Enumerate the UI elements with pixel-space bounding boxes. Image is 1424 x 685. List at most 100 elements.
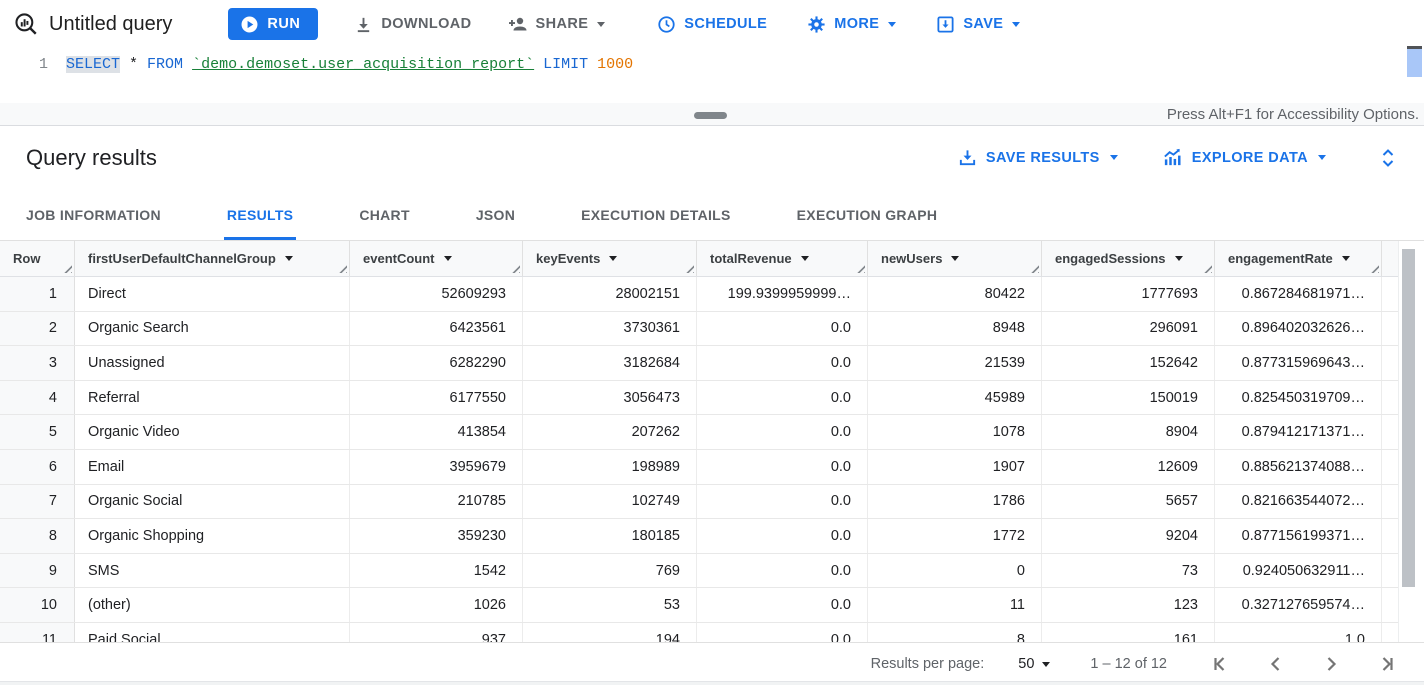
table-cell: 1.0 [1215, 622, 1382, 643]
table-cell: 0.877315969643… [1215, 346, 1382, 380]
table-cell: 0.0 [697, 415, 868, 449]
table-cell: 1026 [350, 588, 523, 622]
tab-results[interactable]: RESULTS [223, 189, 297, 240]
first-page-button[interactable] [1209, 652, 1233, 676]
table-cell: 12609 [1042, 449, 1215, 484]
save-button[interactable]: SAVE [936, 15, 1021, 34]
sql-token: FROM [147, 56, 184, 73]
page-size-select[interactable]: 50 [1018, 656, 1051, 672]
table-row: 3 Unassigned 6282290 3182684 0.0 21539 152642 0… [0, 346, 1424, 381]
more-label: MORE [834, 16, 880, 32]
unfold-more-icon [1382, 148, 1394, 167]
arrow-drop-down-icon[interactable] [443, 256, 452, 261]
horizontal-scrollbar-track[interactable] [0, 681, 1424, 685]
resize-grip-icon[interactable] [1202, 263, 1212, 273]
row-number-cell: 2 [0, 311, 75, 346]
table-body: 1 Direct 52609293 28002151 199.9399959999… 80… [0, 277, 1424, 643]
table-cell: Organic Shopping [75, 519, 350, 553]
table-cell: 180185 [523, 519, 697, 553]
arrow-drop-down-icon[interactable] [609, 256, 618, 261]
next-page-button[interactable] [1319, 652, 1343, 676]
table-cell: 1078 [868, 415, 1042, 449]
resize-grip-icon[interactable] [1029, 263, 1039, 273]
last-page-button[interactable] [1374, 652, 1398, 676]
table-row: 1 Direct 52609293 28002151 199.9399959999… 80… [0, 277, 1424, 312]
table-cell: 0.0 [697, 622, 868, 643]
sql-editor-line[interactable]: 1 SELECT * FROM `demo.demoset.user_acqui… [0, 48, 1424, 75]
table-scrollbar-thumb[interactable] [1402, 249, 1415, 587]
editor-scrollbar[interactable] [1407, 49, 1422, 77]
schedule-button[interactable]: SCHEDULE [657, 15, 767, 34]
table-cell: 0.0 [697, 346, 868, 380]
column-header-eventcount[interactable]: eventCount [350, 241, 523, 276]
column-header-firstuserdefaultchannelgroup[interactable]: firstUserDefaultChannelGroup [75, 241, 350, 276]
table-cell: Organic Video [75, 415, 350, 449]
explore-data-button[interactable]: EXPLORE DATA [1162, 147, 1326, 168]
table-cell: 5657 [1042, 484, 1215, 519]
arrow-drop-down-icon[interactable] [1341, 256, 1350, 261]
arrow-drop-down-icon[interactable] [1174, 256, 1183, 261]
results-tabs: JOB INFORMATION RESULTS CHART JSON EXECUTION… [0, 189, 1424, 241]
resize-grip-icon[interactable] [1369, 263, 1379, 273]
column-header-engagedsessions[interactable]: engagedSessions [1042, 241, 1215, 276]
editor-scrollbar-cap [1407, 46, 1422, 49]
sql-editor[interactable]: 1 SELECT * FROM `demo.demoset.user_acqui… [0, 46, 1424, 103]
table-cell: 6282290 [350, 346, 523, 380]
row-number-cell: 5 [0, 415, 75, 449]
query-toolbar: Untitled query RUN DOWNLOAD SHA [0, 0, 1424, 48]
table-cell: 0.877156199371… [1215, 519, 1382, 553]
table-row: 11 Paid Social 937 194 0.0 8 161 1.0 [0, 622, 1424, 643]
row-number-cell: 8 [0, 519, 75, 553]
sql-code-line: SELECT * FROM `demo.demoset.user_acquisi… [66, 55, 633, 75]
column-header-newusers[interactable]: newUsers [868, 241, 1042, 276]
column-header-row[interactable]: Row [0, 241, 75, 276]
table-cell: 161 [1042, 622, 1215, 643]
results-footer: Results per page: 50 1 – 12 of 12 [0, 642, 1424, 685]
save-results-button[interactable]: SAVE RESULTS [958, 148, 1118, 167]
tab-json[interactable]: JSON [475, 206, 516, 223]
column-header-keyevents[interactable]: keyEvents [523, 241, 697, 276]
save-results-label: SAVE RESULTS [985, 149, 1100, 166]
column-header-engagementrate[interactable]: engagementRate [1215, 241, 1382, 276]
resize-grip-icon[interactable] [337, 263, 347, 273]
sql-token [534, 56, 543, 73]
table-cell: 296091 [1042, 311, 1215, 346]
row-number-cell: 9 [0, 553, 75, 588]
panel-resize-handle[interactable] [694, 112, 727, 119]
table-cell: Unassigned [75, 346, 350, 380]
resize-grip-icon[interactable] [684, 263, 694, 273]
arrow-drop-down-icon[interactable] [951, 256, 960, 261]
table-cell: 21539 [868, 346, 1042, 380]
tab-job-information[interactable]: JOB INFORMATION [26, 206, 161, 223]
more-button[interactable]: MORE [807, 15, 897, 34]
table-cell: 0.867284681971… [1215, 277, 1382, 311]
expand-results-button[interactable] [1378, 147, 1398, 169]
tab-chart[interactable]: CHART [359, 206, 410, 223]
results-actions: SAVE RESULTS EXPLORE DATA [958, 147, 1398, 169]
table-cell: SMS [75, 553, 350, 588]
table-cell: 45989 [868, 380, 1042, 415]
row-number-cell: 1 [0, 277, 75, 311]
chevron-down-icon [1012, 21, 1021, 27]
resize-grip-icon[interactable] [510, 263, 520, 273]
previous-page-button[interactable] [1264, 652, 1288, 676]
tab-execution-details[interactable]: EXECUTION DETAILS [581, 206, 731, 223]
resize-grip-icon[interactable] [855, 263, 865, 273]
resize-grip-icon[interactable] [62, 263, 72, 273]
download-button[interactable]: DOWNLOAD [354, 15, 471, 34]
table-row: 7 Organic Social 210785 102749 0.0 1786 5657 0.… [0, 484, 1424, 520]
run-button[interactable]: RUN [228, 8, 319, 40]
tab-execution-graph[interactable]: EXECUTION GRAPH [796, 206, 938, 223]
arrow-drop-down-icon[interactable] [800, 256, 809, 261]
share-button[interactable]: SHARE [508, 14, 606, 34]
query-results-title: Query results [26, 144, 157, 170]
table-row: 10 (other) 1026 53 0.0 11 123 0.327127659574… [0, 588, 1424, 623]
page-size-value: 50 [1018, 656, 1035, 672]
column-label: eventCount [363, 251, 435, 266]
column-header-totalrevenue[interactable]: totalRevenue [697, 241, 868, 276]
table-cell: 0.0 [697, 519, 868, 553]
table-scrollbar-track[interactable] [1398, 241, 1424, 643]
arrow-drop-down-icon[interactable] [284, 256, 293, 261]
table-row: 2 Organic Search 6423561 3730361 0.0 8948 2960… [0, 311, 1424, 347]
table-cell: 3959679 [350, 449, 523, 484]
